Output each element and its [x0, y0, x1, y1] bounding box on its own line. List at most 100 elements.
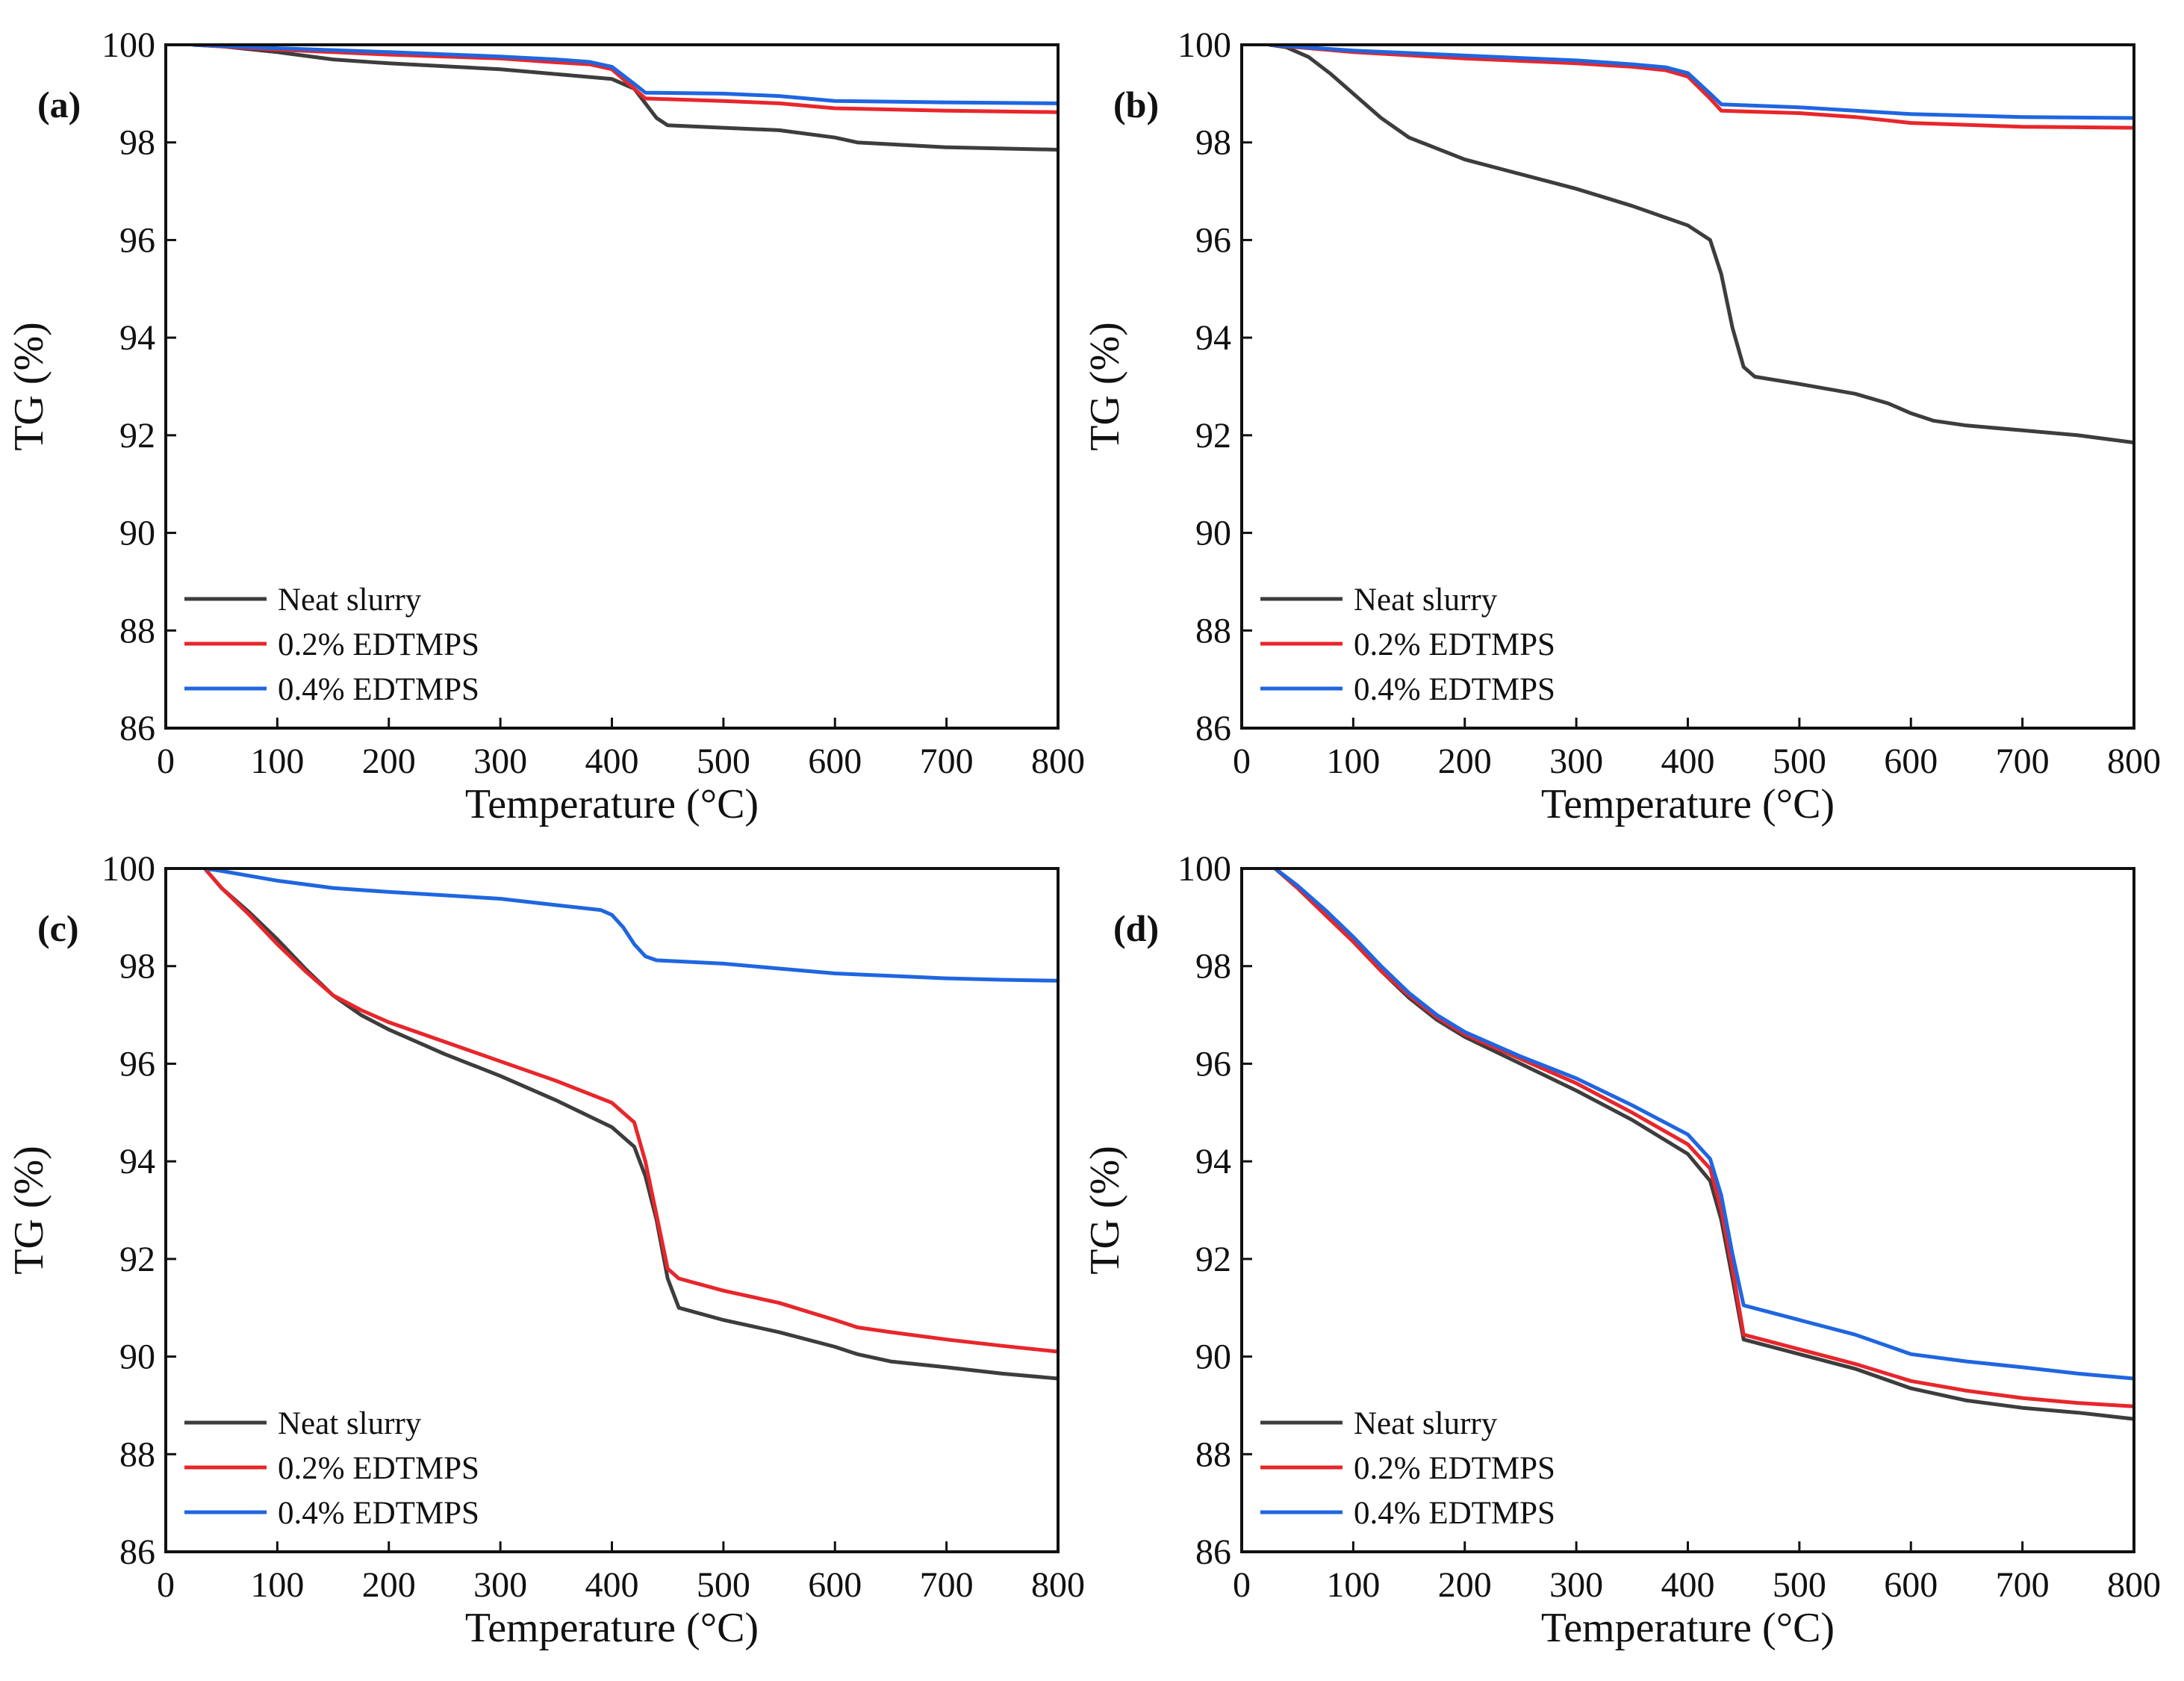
x-tick-label: 200 [1438, 742, 1492, 781]
chart-panel-b: 0 100 200 300 400 500 600 700 800 86 88 90 92 94 96 98 1… [1082, 25, 2161, 827]
legend: Neat slurry 0.2% EDTMPS 0.4% EDTMPS [184, 582, 479, 707]
x-axis-label: Temperature (°C) [1541, 1605, 1835, 1651]
x-tick-label: 0 [1233, 1565, 1251, 1605]
chart-panel-a: 0 100 200 300 400 500 600 700 800 86 88 90 92 94 96 98 1… [6, 25, 1085, 827]
legend-label-0: Neat slurry [278, 582, 422, 618]
x-tick-label: 400 [1661, 1565, 1715, 1605]
x-tick-label: 400 [585, 1565, 639, 1605]
x-tick-label: 0 [157, 742, 175, 781]
x-tick-label: 300 [1549, 1565, 1603, 1605]
y-tick-label: 100 [102, 25, 155, 65]
series-line-1 [1267, 45, 2134, 130]
y-tick-label: 92 [119, 1240, 155, 1279]
y-tick-label: 94 [119, 318, 155, 358]
y-tick-label: 86 [119, 709, 155, 748]
x-tick-label: 200 [362, 742, 416, 781]
y-tick-label: 90 [1195, 1337, 1231, 1377]
series-group [1273, 869, 2134, 1421]
y-tick-label: 90 [119, 514, 155, 553]
y-tick-label: 100 [1177, 25, 1231, 65]
x-axis-label: Temperature (°C) [1541, 781, 1835, 827]
series-line-2 [202, 869, 1058, 983]
y-tick-label: 92 [1195, 416, 1231, 456]
series-line-2 [1267, 45, 2134, 120]
x-tick-label: 700 [1996, 742, 2050, 781]
y-tick-label: 88 [1195, 1435, 1231, 1474]
chart-panel-c: 0 100 200 300 400 500 600 700 800 86 88 90 92 94 96 98 1… [6, 849, 1085, 1651]
y-tick-label: 98 [1195, 947, 1231, 986]
y-tick-label: 98 [119, 947, 155, 986]
x-tick-label: 500 [697, 1565, 750, 1605]
legend-label-0: Neat slurry [1354, 582, 1498, 618]
x-tick-label: 400 [585, 742, 639, 781]
y-tick-label: 94 [119, 1142, 155, 1181]
y-tick-label: 86 [119, 1532, 155, 1572]
series-group [1267, 45, 2134, 445]
panel-label: (b) [1113, 84, 1159, 125]
legend-label-1: 0.2% EDTMPS [278, 627, 479, 662]
y-tick-label: 86 [1195, 709, 1231, 748]
y-tick-label: 88 [1195, 611, 1231, 650]
panel-label: (c) [37, 907, 79, 949]
legend-label-1: 0.2% EDTMPS [1354, 627, 1555, 662]
x-tick-label: 800 [2107, 742, 2161, 781]
x-tick-label: 800 [1031, 1565, 1085, 1605]
legend: Neat slurry 0.2% EDTMPS 0.4% EDTMPS [1260, 1406, 1555, 1531]
chart-panel-d: 0 100 200 300 400 500 600 700 800 86 88 90 92 94 96 98 1… [1082, 849, 2161, 1651]
panel-label: (a) [37, 84, 81, 125]
y-tick-label: 96 [1195, 1044, 1231, 1084]
series-group [191, 45, 1058, 152]
x-tick-label: 100 [250, 1565, 304, 1605]
y-axis-label: TG (%) [1082, 1146, 1128, 1275]
x-tick-label: 100 [1326, 1565, 1380, 1605]
legend-label-2: 0.4% EDTMPS [278, 1496, 479, 1531]
x-tick-label: 100 [250, 742, 304, 781]
y-tick-label: 88 [119, 1435, 155, 1474]
x-tick-label: 700 [920, 1565, 974, 1605]
y-tick-label: 100 [1177, 849, 1231, 889]
y-tick-label: 100 [102, 849, 155, 889]
x-tick-label: 600 [1884, 1565, 1938, 1605]
y-tick-label: 92 [119, 416, 155, 456]
x-tick-label: 300 [1549, 742, 1603, 781]
y-axis-label: TG (%) [6, 322, 52, 451]
x-axis-label: Temperature (°C) [465, 781, 759, 827]
legend-label-0: Neat slurry [278, 1406, 422, 1441]
x-tick-label: 400 [1661, 742, 1715, 781]
x-tick-label: 200 [362, 1565, 416, 1605]
y-tick-label: 98 [119, 123, 155, 163]
x-tick-label: 500 [697, 742, 750, 781]
x-tick-label: 300 [473, 742, 527, 781]
x-tick-label: 0 [1233, 742, 1251, 781]
x-tick-label: 600 [808, 742, 862, 781]
x-tick-label: 100 [1326, 742, 1380, 781]
y-tick-label: 96 [119, 220, 155, 260]
y-tick-label: 90 [1195, 514, 1231, 553]
legend-label-2: 0.4% EDTMPS [1354, 1496, 1555, 1531]
x-tick-label: 200 [1438, 1565, 1492, 1605]
y-tick-label: 86 [1195, 1532, 1231, 1572]
x-tick-label: 500 [1773, 1565, 1826, 1605]
legend-label-2: 0.4% EDTMPS [1354, 672, 1555, 707]
legend-label-0: Neat slurry [1354, 1406, 1498, 1441]
x-tick-label: 0 [157, 1565, 175, 1605]
series-group [202, 869, 1058, 1381]
series-line-1 [202, 869, 1058, 1354]
legend: Neat slurry 0.2% EDTMPS 0.4% EDTMPS [1260, 582, 1555, 707]
y-tick-label: 96 [119, 1044, 155, 1084]
y-axis-label: TG (%) [6, 1146, 52, 1275]
y-tick-label: 94 [1195, 1142, 1231, 1181]
x-tick-label: 500 [1773, 742, 1826, 781]
series-line-0 [1267, 45, 2134, 445]
panel-label: (d) [1113, 907, 1159, 949]
y-axis-label: TG (%) [1082, 322, 1128, 451]
legend-label-2: 0.4% EDTMPS [278, 672, 479, 707]
y-tick-label: 90 [119, 1337, 155, 1377]
legend: Neat slurry 0.2% EDTMPS 0.4% EDTMPS [184, 1406, 479, 1531]
series-line-2 [1273, 869, 2134, 1381]
x-tick-label: 600 [1884, 742, 1938, 781]
series-line-1 [191, 45, 1058, 114]
y-tick-label: 88 [119, 611, 155, 650]
legend-label-1: 0.2% EDTMPS [1354, 1451, 1555, 1486]
